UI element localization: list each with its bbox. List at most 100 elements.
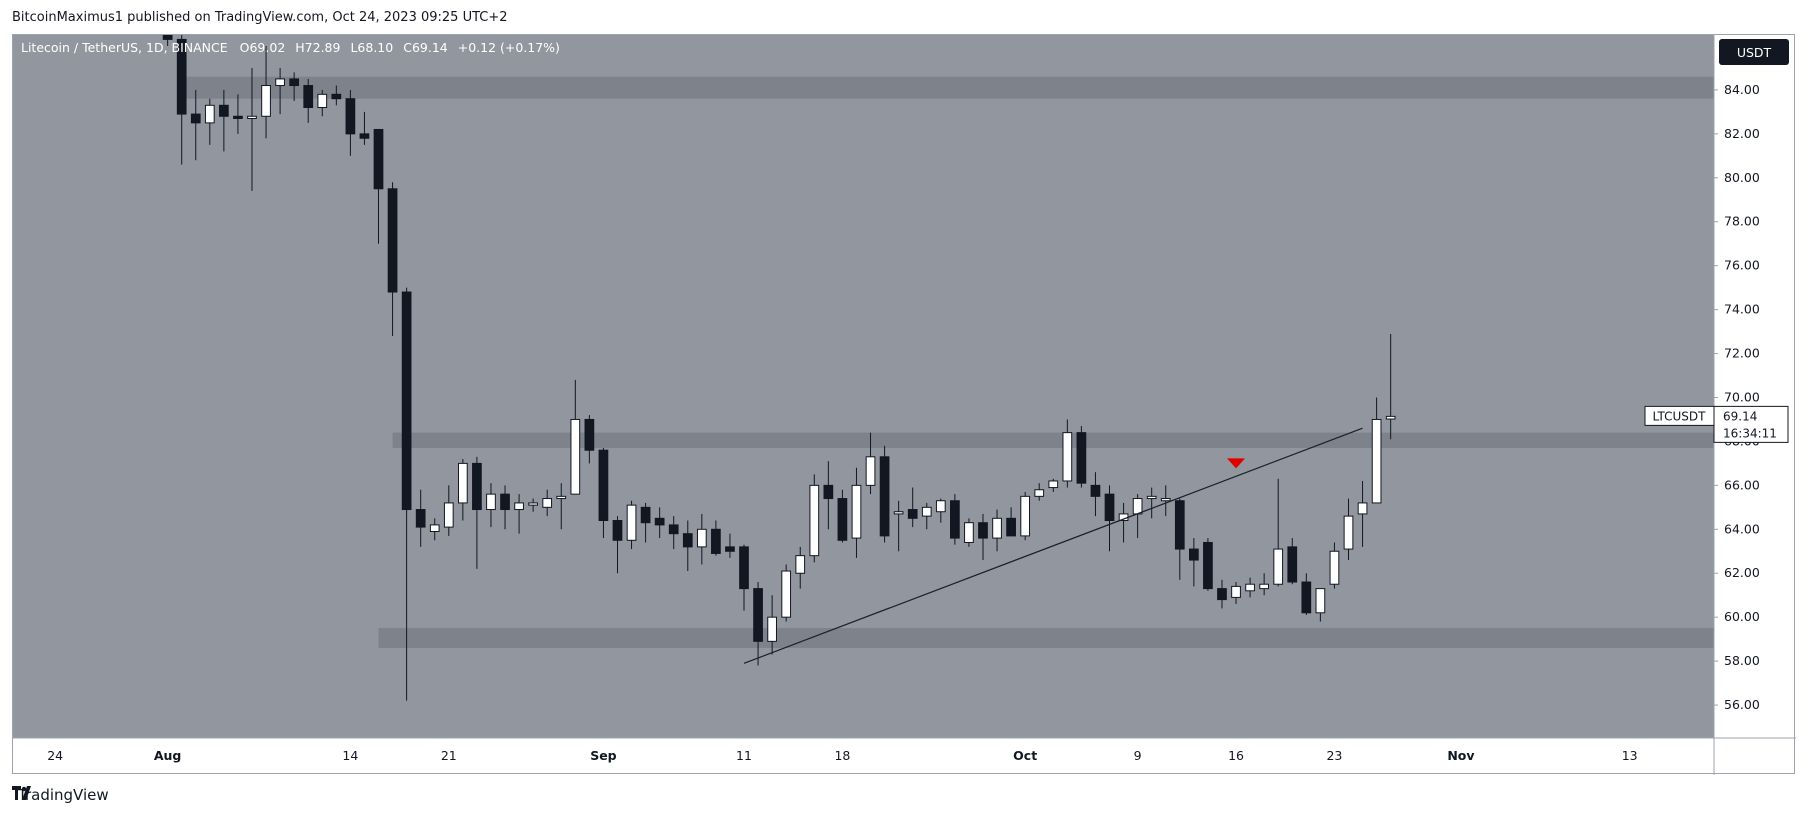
price-tag-symbol: LTCUSDT <box>1652 409 1706 423</box>
candle <box>964 518 974 547</box>
candle <box>1104 485 1115 552</box>
candle <box>1385 333 1396 440</box>
price-tag-price-bg <box>1713 405 1789 443</box>
candle <box>879 445 890 543</box>
time-tick-label: 18 <box>834 748 850 763</box>
price-tick-label: 64.00 <box>1724 521 1760 536</box>
time-tick-label: 21 <box>441 748 457 763</box>
candle-body-bearish <box>359 133 370 139</box>
candle <box>921 502 932 530</box>
candle-body-bullish <box>1273 548 1284 585</box>
publisher-attribution: BitcoinMaximus1 published on TradingView… <box>12 10 508 25</box>
footer-brand[interactable]: TradingView <box>12 786 109 804</box>
legend-low: 68.10 <box>357 40 393 55</box>
time-tick-label: 16 <box>1228 748 1244 763</box>
candle-body-bullish <box>1160 498 1171 502</box>
candle-body-bullish <box>1020 495 1031 537</box>
candle <box>1343 498 1354 561</box>
candle <box>415 489 426 547</box>
currency-button-bg[interactable] <box>1719 39 1789 65</box>
candle-body-bearish <box>373 128 384 190</box>
candle <box>275 67 285 115</box>
time-tick-label: Nov <box>1447 748 1474 763</box>
candle-body-bullish <box>275 78 285 87</box>
price-tick-label: 78.00 <box>1724 214 1760 229</box>
candle-body-bearish <box>176 38 187 115</box>
candle <box>359 111 370 145</box>
price-axis[interactable]: 56.0058.0060.0062.0064.0066.0068.0070.00… <box>1714 82 1760 712</box>
candle-body-bearish <box>415 509 426 528</box>
candle-body-bearish <box>1217 588 1227 601</box>
candle-body-bullish <box>443 502 454 528</box>
candle <box>1259 573 1270 596</box>
candle <box>176 35 187 165</box>
candle <box>711 520 721 556</box>
candle-body-bearish <box>907 509 918 519</box>
candle <box>1301 573 1312 615</box>
candle <box>893 500 904 552</box>
candle-body-bearish <box>739 546 749 590</box>
time-axis[interactable]: 24 Aug 14 21 Sep 11 18 Oct 9 16 23 Nov 13 <box>47 748 1637 763</box>
candle <box>1217 579 1227 609</box>
chart-frame[interactable]: Litecoin / TetherUS, 1D, BINANCE O69.02 … <box>12 34 1796 775</box>
horizontal-zone-0 <box>181 76 1714 99</box>
candle-body-bullish <box>893 511 904 515</box>
candle-body-bullish <box>457 462 468 504</box>
candle-body-bearish <box>725 546 735 552</box>
candle <box>1371 397 1382 504</box>
candle <box>556 483 567 530</box>
candle <box>1174 498 1185 580</box>
candle <box>219 89 229 152</box>
candle-body-bullish <box>1132 498 1143 515</box>
legend-high: 72.89 <box>305 40 341 55</box>
currency-button[interactable]: USDT <box>1719 39 1789 65</box>
candle <box>204 98 215 145</box>
candle <box>1329 542 1340 589</box>
candle-body-bearish <box>1076 432 1087 484</box>
price-tag-price: 69.14 <box>1723 409 1757 423</box>
candle-body-bullish <box>204 104 215 124</box>
candle <box>950 494 960 545</box>
candle <box>753 582 763 666</box>
candle-body-bearish <box>233 115 243 119</box>
legend-low-label: L <box>350 40 357 55</box>
candle <box>1034 483 1045 501</box>
price-tick-label: 66.00 <box>1724 477 1760 492</box>
candle-body-bearish <box>668 524 679 535</box>
candle <box>1048 478 1059 492</box>
candle <box>443 485 454 536</box>
candlestick-chart[interactable]: Litecoin / TetherUS, 1D, BINANCE O69.02 … <box>13 35 1796 775</box>
candle-body-bullish <box>781 570 792 618</box>
candle <box>809 474 820 563</box>
currency-button-label[interactable]: USDT <box>1737 45 1772 60</box>
candle <box>457 458 468 521</box>
candle <box>1287 538 1298 585</box>
candle <box>289 72 300 101</box>
candle <box>1189 538 1199 587</box>
candle-body-bullish <box>1385 415 1396 420</box>
candle-body-bearish <box>1090 484 1101 497</box>
price-tick-label: 60.00 <box>1724 609 1760 624</box>
candle-body-bullish <box>1231 585 1241 598</box>
candle <box>1146 487 1157 519</box>
candle-body-bearish <box>1104 493 1115 522</box>
legend-change: +0.12 (+0.17%) <box>458 40 560 55</box>
candle-body-bearish <box>500 493 510 511</box>
candle-body-bullish <box>1062 432 1073 482</box>
candle <box>837 489 848 543</box>
candle <box>1160 485 1171 517</box>
candle <box>654 507 665 539</box>
footer-brand-label: TradingView <box>18 786 109 804</box>
candle-body-bullish <box>626 504 637 541</box>
price-tick-label: 76.00 <box>1724 258 1760 273</box>
time-tick-label: 24 <box>47 748 63 763</box>
candle-body-bullish <box>514 502 524 511</box>
price-tag-countdown: 16:34:11 <box>1723 426 1777 440</box>
candle-body-bearish <box>1174 500 1185 550</box>
legend-open-label: O <box>240 40 250 55</box>
candle-body-bullish <box>964 522 974 543</box>
legend-open: 69.02 <box>249 40 285 55</box>
candle <box>725 533 735 558</box>
horizontal-zone-2 <box>378 628 1714 648</box>
candle <box>626 500 637 550</box>
